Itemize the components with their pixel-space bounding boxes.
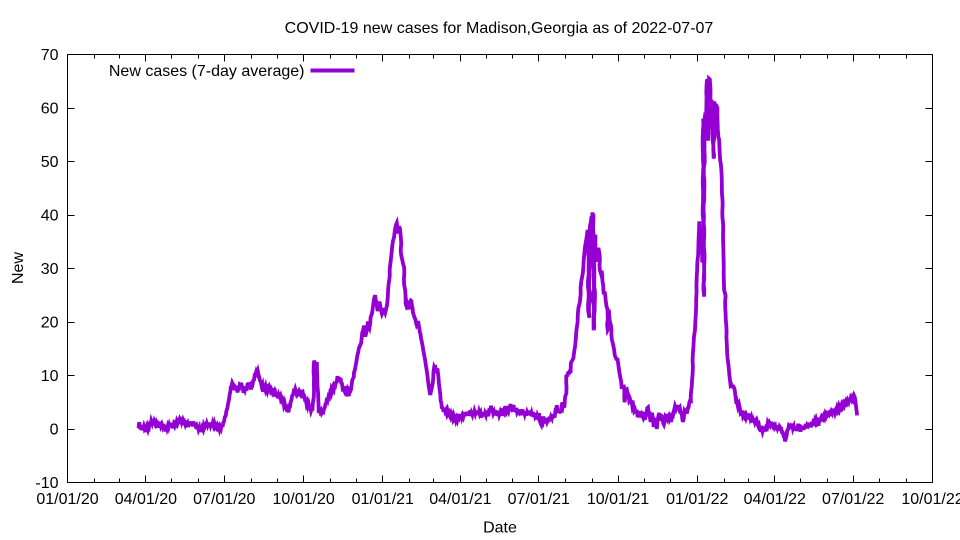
svg-text:30: 30: [41, 261, 59, 278]
svg-text:40: 40: [41, 208, 59, 225]
svg-text:10/01/20: 10/01/20: [272, 491, 334, 508]
svg-text:01/01/22: 01/01/22: [666, 491, 728, 508]
svg-text:20: 20: [41, 315, 59, 332]
svg-text:New cases (7-day average): New cases (7-day average): [109, 63, 305, 80]
svg-text:60: 60: [41, 101, 59, 118]
svg-text:07/01/21: 07/01/21: [508, 491, 570, 508]
svg-text:0: 0: [50, 422, 59, 439]
svg-text:04/01/20: 04/01/20: [115, 491, 177, 508]
svg-text:50: 50: [41, 154, 59, 171]
svg-text:01/01/21: 01/01/21: [352, 491, 414, 508]
svg-text:10/01/21: 10/01/21: [587, 491, 649, 508]
svg-text:New: New: [10, 252, 27, 284]
svg-text:04/01/22: 04/01/22: [744, 491, 806, 508]
svg-text:70: 70: [41, 47, 59, 64]
svg-text:10/01/22: 10/01/22: [901, 491, 960, 508]
svg-text:Date: Date: [483, 520, 517, 537]
svg-text:07/01/22: 07/01/22: [822, 491, 884, 508]
svg-text:01/01/20: 01/01/20: [36, 491, 98, 508]
svg-text:04/01/21: 04/01/21: [429, 491, 491, 508]
svg-text:COVID-19 new cases for Madison: COVID-19 new cases for Madison,Georgia a…: [285, 20, 714, 37]
svg-text:07/01/20: 07/01/20: [193, 491, 255, 508]
svg-text:10: 10: [41, 368, 59, 385]
svg-text:-10: -10: [35, 475, 58, 492]
